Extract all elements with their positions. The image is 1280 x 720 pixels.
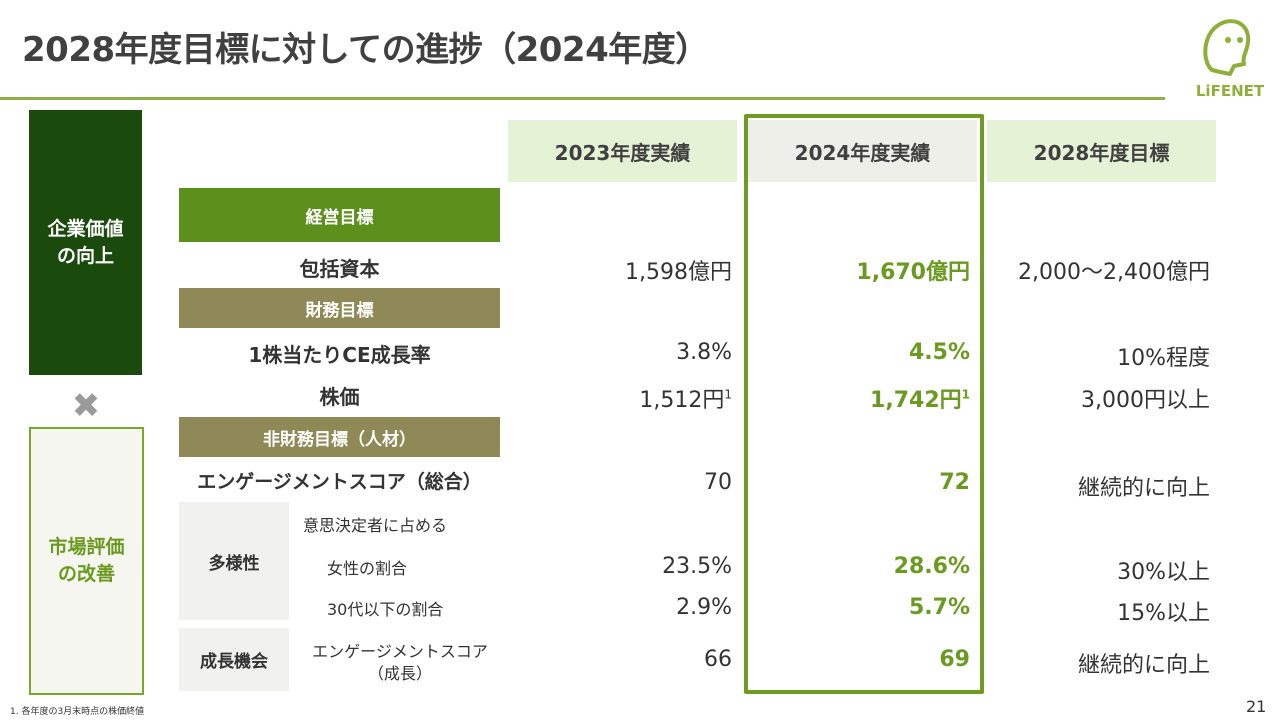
section-management-goals: 経営目標 (179, 188, 500, 242)
row-label-engagement-growth-line2: （成長） (367, 664, 432, 683)
title-divider (0, 97, 1165, 100)
stock-2028: 3,000円以上 (1081, 388, 1210, 413)
capital-2023: 1,598億円 (625, 260, 732, 285)
section-financial-goals: 財務目標 (179, 288, 500, 328)
ce-growth-2023: 3.8% (676, 340, 732, 365)
capital-2028: 2,000～2,400億円 (1018, 260, 1210, 285)
section-non-financial-goals: 非財務目標（人材） (179, 417, 500, 457)
row-label-under30-ratio: 30代以下の割合 (327, 600, 444, 619)
under30-ratio-2024: 5.7% (908, 595, 970, 620)
lifenet-logo: LiFENET (1190, 12, 1270, 102)
stock-2023-footnote-ref: 1 (724, 387, 732, 402)
row-label-women-ratio: 女性の割合 (327, 559, 408, 578)
column-header-2028: 2028年度目標 (987, 120, 1216, 182)
page-number: 21 (1246, 697, 1267, 716)
highlight-2024-frame (744, 114, 984, 694)
stock-2024-footnote-ref: 1 (961, 387, 970, 402)
capital-2024: 1,670億円 (856, 260, 970, 285)
stock-2024-value: 1,742円 (870, 388, 962, 413)
footnote: 1. 各年度の3月末時点の株価終値 (10, 707, 145, 717)
row-label-engagement-total: エンゲージメントスコア（総合） (197, 471, 482, 493)
women-ratio-2023: 23.5% (662, 554, 732, 579)
diversity-group-label: 多様性 (179, 502, 289, 620)
ce-growth-2024: 4.5% (908, 340, 970, 365)
engagement-growth-2023: 66 (704, 647, 732, 672)
ce-growth-2028: 10%程度 (1117, 346, 1210, 371)
row-label-stock-price: 株価 (319, 385, 360, 409)
growth-opportunity-group-label: 成長機会 (179, 628, 289, 691)
column-header-2024: 2024年度実績 (748, 120, 977, 182)
page-title: 2028年度目標に対しての進捗（2024年度） (22, 30, 709, 70)
row-label-engagement-growth-line1: エンゲージメントスコア (312, 642, 488, 661)
women-ratio-2028: 30%以上 (1117, 560, 1210, 585)
market-evaluation-box: 市場評価の改善 (29, 427, 144, 695)
logo-face-icon: LiFENET (1196, 19, 1265, 100)
multiply-icon: ✖ (71, 386, 101, 426)
engagement-growth-2028: 継続的に向上 (1077, 653, 1210, 678)
under30-ratio-2023: 2.9% (676, 595, 732, 620)
market-evaluation-label: 市場評価の改善 (48, 536, 125, 585)
stock-2024: 1,742円1 (870, 382, 970, 414)
engagement-2023: 70 (704, 470, 732, 495)
under30-ratio-2028: 15%以上 (1117, 601, 1210, 626)
diversity-header: 意思決定者に占める (303, 516, 448, 535)
engagement-2028: 継続的に向上 (1077, 476, 1210, 501)
engagement-growth-2024: 69 (939, 647, 970, 672)
logo-text: LiFENET (1196, 82, 1265, 100)
stock-2023: 1,512円1 (639, 382, 732, 414)
column-header-2023: 2023年度実績 (508, 120, 737, 182)
row-label-ce-growth: 1株当たりCE成長率 (248, 343, 431, 367)
engagement-2024: 72 (939, 470, 970, 495)
stock-2023-value: 1,512円 (639, 388, 725, 413)
corporate-value-label: 企業価値の向上 (47, 217, 124, 267)
row-label-comprehensive-capital: 包括資本 (299, 257, 380, 281)
corporate-value-box: 企業価値の向上 (29, 110, 142, 375)
women-ratio-2024: 28.6% (893, 554, 970, 579)
